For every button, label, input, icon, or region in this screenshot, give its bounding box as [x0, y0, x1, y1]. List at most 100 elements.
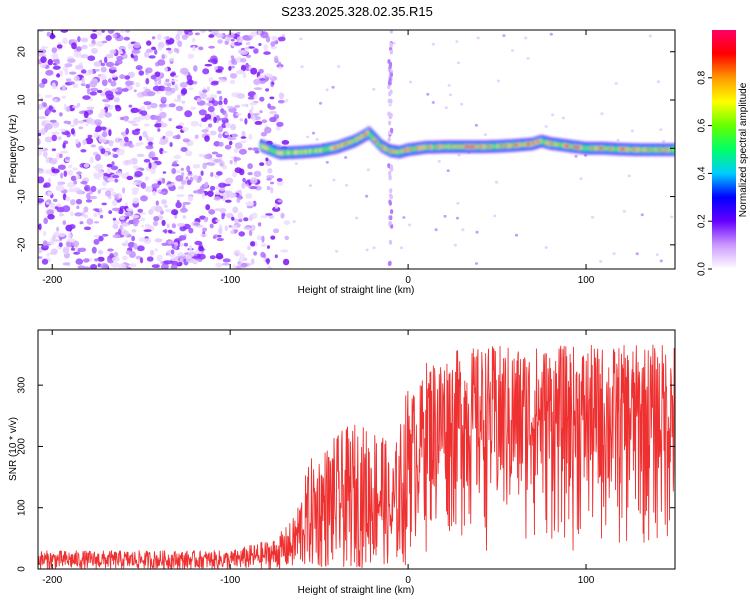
sparse-speckle-dot: [318, 101, 323, 105]
noise-speckle-dot: [145, 145, 154, 150]
noise-speckle-dot: [185, 150, 193, 157]
noise-speckle-dot: [247, 172, 253, 176]
noise-speckle-dot: [112, 217, 117, 221]
noise-speckle-dot: [55, 59, 60, 65]
noise-speckle-dot: [221, 212, 226, 217]
noise-speckle-dot: [269, 116, 277, 123]
noise-speckle-dot: [201, 129, 209, 133]
streak-dot: [389, 30, 393, 34]
noise-speckle-dot: [111, 207, 121, 212]
ridge-inner: [671, 146, 675, 153]
noise-speckle-dot: [250, 258, 255, 265]
noise-speckle-dot: [63, 170, 68, 177]
noise-speckle-dot: [245, 41, 251, 46]
noise-speckle-dot: [97, 263, 102, 268]
noise-speckle-dot: [205, 97, 213, 101]
noise-speckle-dot: [219, 162, 224, 166]
noise-speckle-dot: [168, 118, 172, 122]
noise-speckle-dot: [198, 46, 204, 51]
noise-speckle-dot: [74, 138, 80, 144]
noise-speckle-dot: [151, 156, 159, 161]
noise-speckle-dot: [250, 67, 258, 75]
noise-speckle-dot: [94, 129, 100, 133]
noise-speckle-dot: [135, 82, 141, 88]
noise-speckle-dot: [81, 77, 85, 85]
noise-speckle-dot: [151, 36, 156, 40]
noise-speckle-dot: [230, 73, 238, 79]
noise-speckle-dot: [277, 199, 284, 203]
noise-speckle-dot: [266, 177, 272, 181]
noise-speckle-dot: [107, 248, 114, 252]
noise-speckle-dot: [151, 46, 156, 51]
noise-speckle-dot: [67, 182, 76, 188]
noise-speckle-dot: [48, 241, 55, 245]
noise-speckle-dot: [180, 147, 188, 152]
noise-speckle-dot: [199, 185, 205, 192]
sparse-speckle-dot: [372, 87, 376, 91]
snr-y-tick-label: 300: [17, 376, 28, 393]
noise-speckle-dot: [62, 220, 67, 226]
noise-speckle-dot: [125, 128, 129, 135]
noise-speckle-dot: [207, 105, 215, 113]
noise-speckle-dot: [161, 199, 167, 205]
noise-speckle-dot: [99, 187, 108, 191]
noise-speckle-dot: [265, 73, 273, 78]
noise-speckle-dot: [210, 81, 219, 86]
sparse-speckle-dot: [461, 228, 465, 232]
snr-series-line: [38, 344, 675, 569]
noise-speckle-dot: [89, 87, 99, 92]
noise-speckle-dot: [181, 179, 186, 185]
noise-speckle-dot: [200, 233, 208, 237]
noise-speckle-dot: [166, 47, 172, 51]
noise-speckle-dot: [94, 172, 98, 180]
noise-speckle-dot: [274, 55, 279, 62]
noise-speckle-dot: [116, 55, 124, 61]
noise-speckle-dot: [83, 226, 92, 231]
noise-speckle-dot: [167, 240, 176, 245]
noise-speckle-dot: [244, 118, 248, 125]
noise-speckle-dot: [196, 180, 201, 184]
noise-speckle-dot: [56, 207, 65, 213]
noise-speckle-dot: [110, 80, 117, 87]
noise-speckle-dot: [42, 151, 48, 158]
noise-speckle-dot: [86, 192, 91, 200]
noise-speckle-dot: [188, 87, 194, 90]
noise-speckle-dot: [70, 124, 76, 128]
noise-speckle-dot: [76, 102, 81, 107]
noise-speckle-dot: [118, 193, 122, 199]
sparse-speckle-dot: [306, 135, 310, 139]
noise-speckle-dot: [132, 49, 141, 54]
noise-speckle-dot: [212, 235, 217, 239]
noise-speckle-dot: [215, 252, 224, 260]
noise-speckle-dot: [112, 33, 118, 39]
noise-speckle-dot: [171, 79, 179, 82]
noise-speckle-dot: [57, 164, 66, 170]
noise-speckle-dot: [42, 245, 49, 249]
snr-x-tick-label: -200: [42, 575, 62, 586]
noise-speckle-dot: [144, 88, 151, 92]
noise-speckle-dot: [182, 201, 191, 205]
noise-speckle-dot: [219, 95, 223, 101]
sparse-speckle-dot: [457, 153, 461, 157]
sparse-speckle-dot: [551, 113, 555, 117]
noise-speckle-dot: [159, 122, 168, 128]
noise-speckle-dot: [78, 247, 87, 252]
noise-speckle-dot: [140, 182, 146, 189]
noise-speckle-dot: [143, 158, 151, 163]
noise-speckle-dot: [208, 77, 214, 83]
noise-speckle-dot: [186, 165, 191, 173]
noise-speckle-dot: [253, 78, 261, 85]
noise-speckle-dot: [109, 66, 117, 71]
noise-speckle-dot: [73, 118, 79, 126]
noise-speckle-dot: [154, 81, 159, 86]
noise-speckle-dot: [159, 103, 167, 108]
noise-speckle-dot: [86, 106, 95, 110]
noise-speckle-dot: [160, 263, 169, 269]
sparse-speckle-dot: [549, 32, 553, 36]
noise-speckle-dot: [175, 125, 183, 129]
noise-speckle-dot: [110, 165, 119, 171]
noise-speckle-dot: [133, 165, 139, 170]
noise-speckle-dot: [112, 220, 120, 225]
noise-speckle-dot: [232, 171, 238, 178]
sparse-speckle-dot: [670, 215, 674, 219]
